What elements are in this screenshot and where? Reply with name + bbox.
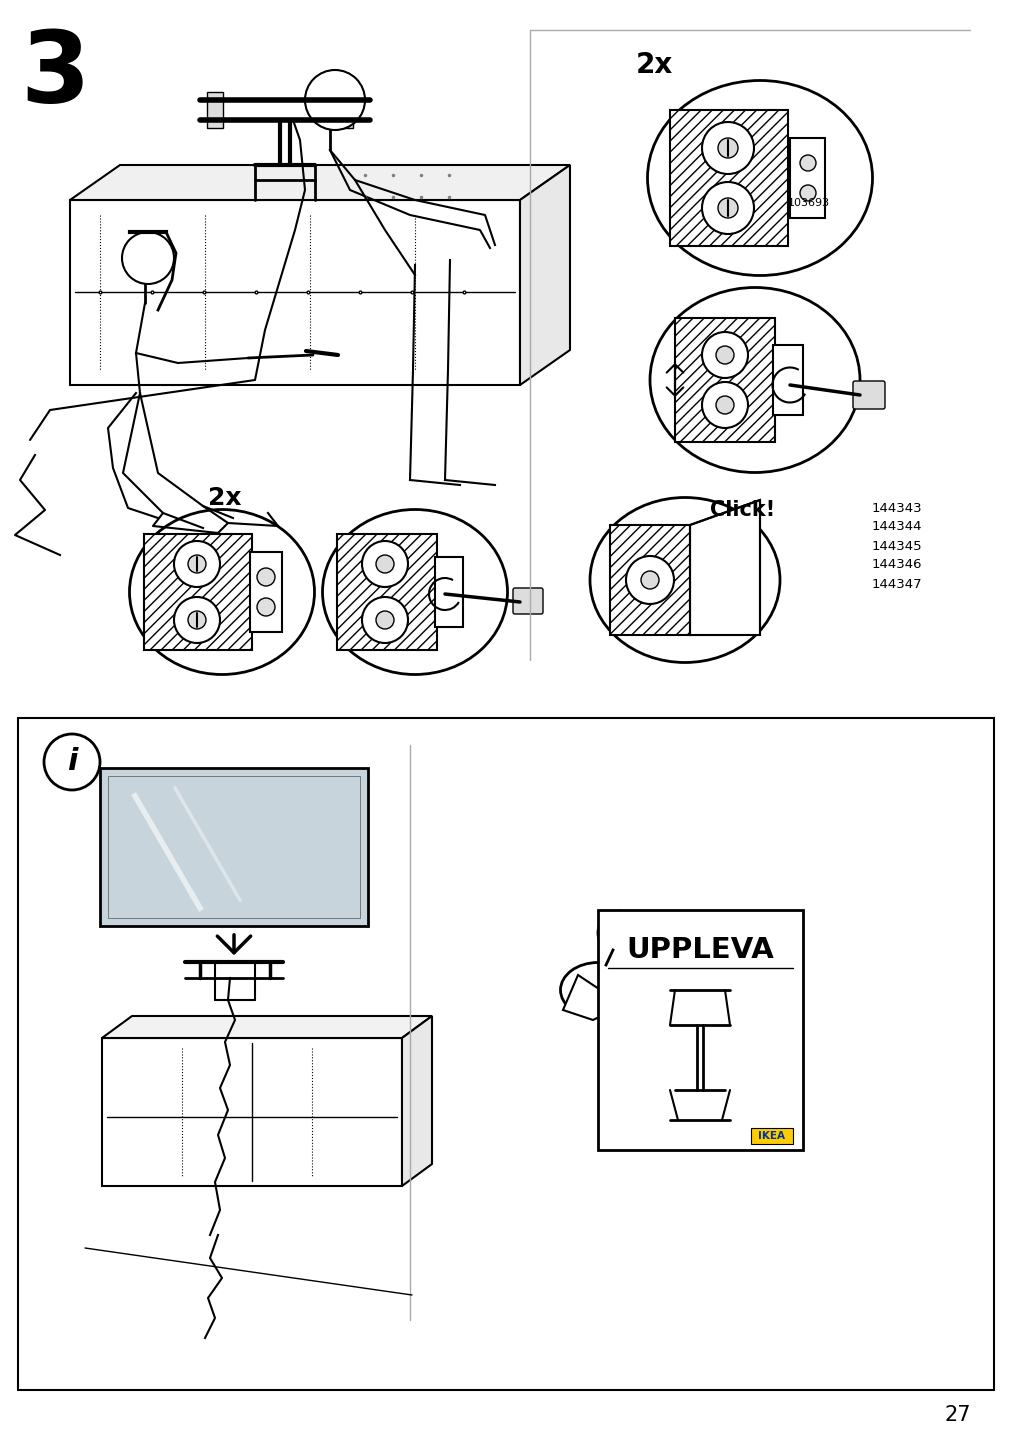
Circle shape <box>800 185 815 200</box>
Ellipse shape <box>560 962 635 1018</box>
Polygon shape <box>401 1015 432 1186</box>
Circle shape <box>702 122 753 175</box>
Bar <box>790 137 824 218</box>
Circle shape <box>716 347 733 364</box>
Circle shape <box>800 155 815 170</box>
Circle shape <box>257 569 275 586</box>
Bar <box>108 776 360 918</box>
Circle shape <box>625 924 631 929</box>
Text: 144345: 144345 <box>871 540 922 553</box>
Polygon shape <box>562 975 623 1020</box>
Text: 144344: 144344 <box>871 520 922 534</box>
Circle shape <box>257 599 275 616</box>
Bar <box>144 534 252 650</box>
Circle shape <box>717 137 737 158</box>
Text: UPPLEVA: UPPLEVA <box>626 937 773 964</box>
Circle shape <box>362 597 407 643</box>
Circle shape <box>598 911 641 955</box>
Circle shape <box>626 556 673 604</box>
Text: 3: 3 <box>20 27 90 123</box>
Text: Click!: Click! <box>710 500 774 520</box>
Polygon shape <box>102 1015 432 1038</box>
Circle shape <box>702 332 747 378</box>
Circle shape <box>174 541 219 587</box>
Text: 103693: 103693 <box>788 198 829 208</box>
Circle shape <box>716 397 733 414</box>
Bar <box>337 92 353 127</box>
Bar <box>250 551 282 632</box>
Text: 144346: 144346 <box>871 558 922 571</box>
Circle shape <box>702 182 753 233</box>
Polygon shape <box>690 500 759 634</box>
Bar <box>100 768 368 927</box>
Text: i: i <box>67 748 77 776</box>
Bar <box>610 526 695 634</box>
Circle shape <box>640 571 658 589</box>
Circle shape <box>376 611 393 629</box>
Text: 144343: 144343 <box>871 501 922 514</box>
Circle shape <box>122 232 174 284</box>
Text: IKEA: IKEA <box>758 1131 785 1141</box>
Circle shape <box>304 70 365 130</box>
Bar <box>102 1038 401 1186</box>
Circle shape <box>174 597 219 643</box>
Circle shape <box>376 556 393 573</box>
Bar <box>598 909 802 1150</box>
Bar <box>674 318 774 442</box>
Polygon shape <box>520 165 569 385</box>
FancyBboxPatch shape <box>18 717 993 1390</box>
Bar <box>70 200 520 385</box>
Circle shape <box>362 541 407 587</box>
Bar <box>669 110 788 246</box>
Bar <box>337 534 437 650</box>
Text: 27: 27 <box>944 1405 971 1425</box>
Text: 2x: 2x <box>635 52 672 79</box>
Polygon shape <box>637 927 657 937</box>
Text: 144347: 144347 <box>871 577 922 590</box>
Circle shape <box>188 611 206 629</box>
Bar <box>207 92 222 127</box>
Text: 2x: 2x <box>208 485 242 510</box>
Circle shape <box>702 382 747 428</box>
Bar <box>772 345 802 415</box>
Circle shape <box>188 556 206 573</box>
Bar <box>435 557 463 627</box>
FancyBboxPatch shape <box>513 589 543 614</box>
Circle shape <box>717 198 737 218</box>
FancyBboxPatch shape <box>750 1128 793 1144</box>
FancyBboxPatch shape <box>852 381 885 410</box>
Polygon shape <box>70 165 569 200</box>
